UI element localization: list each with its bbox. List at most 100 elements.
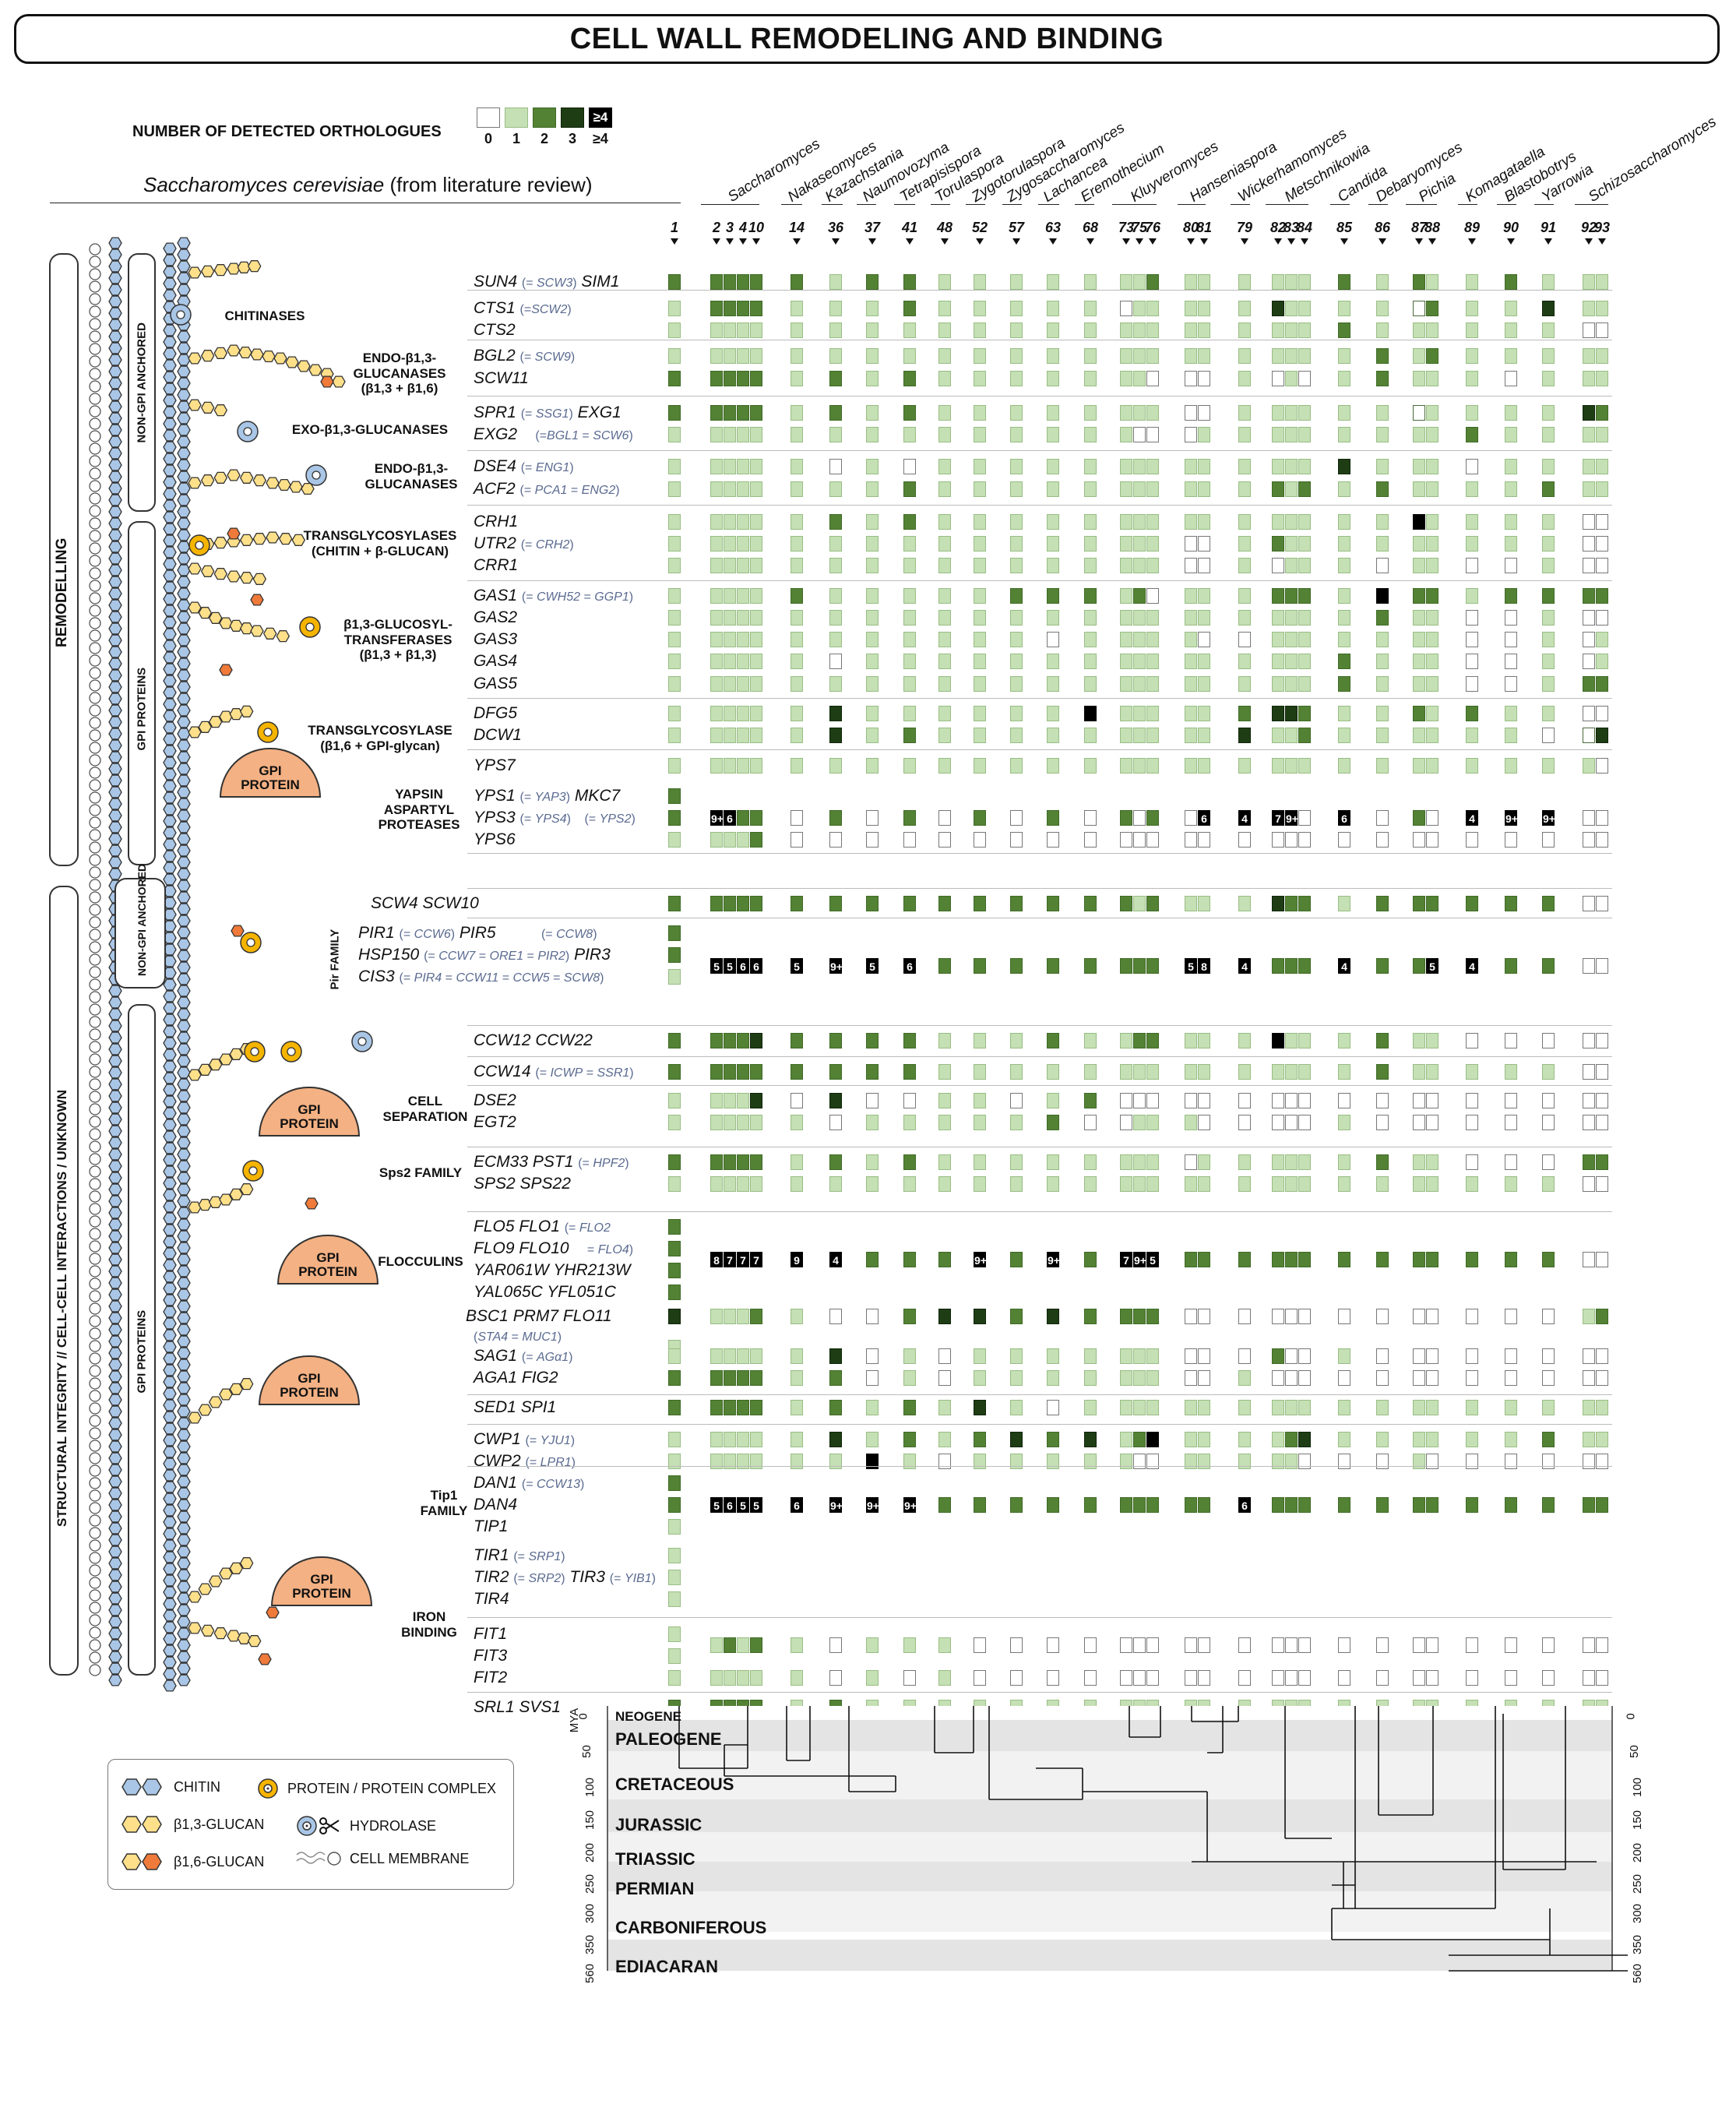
ortholog-cell bbox=[1047, 322, 1059, 338]
ortholog-cell bbox=[1285, 1370, 1298, 1386]
ortholog-cell bbox=[724, 1370, 736, 1386]
ortholog-cell bbox=[974, 728, 986, 743]
ortholog-cell bbox=[750, 588, 762, 604]
genus-rule bbox=[1458, 204, 1477, 205]
ortholog-cell bbox=[938, 758, 951, 774]
ortholog-cell bbox=[1198, 1400, 1210, 1415]
ortholog-cell bbox=[1338, 274, 1350, 290]
ortholog-cell bbox=[1047, 832, 1059, 848]
ortholog-cell bbox=[1298, 274, 1311, 290]
genus-rule bbox=[822, 204, 843, 205]
ortholog-cell bbox=[668, 558, 681, 573]
ortholog-cell bbox=[1133, 1093, 1146, 1108]
ortholog-cell bbox=[1047, 1637, 1059, 1653]
ortholog-cell bbox=[1466, 427, 1478, 442]
ortholog-cell bbox=[1466, 832, 1478, 848]
ortholog-cell bbox=[1133, 348, 1146, 364]
ortholog-cell bbox=[1185, 676, 1197, 692]
ortholog-cell bbox=[1047, 1309, 1059, 1324]
ortholog-cell bbox=[1285, 1176, 1298, 1192]
sugar-unit bbox=[198, 721, 213, 733]
ortholog-cell bbox=[1198, 676, 1210, 692]
sugar-unit bbox=[163, 453, 177, 465]
ortholog-cell bbox=[750, 405, 762, 421]
ortholog-cell bbox=[1146, 536, 1159, 552]
sugar-unit bbox=[177, 1265, 191, 1278]
sugar-unit bbox=[163, 1481, 177, 1493]
sugar-unit bbox=[177, 693, 191, 705]
ortholog-cell bbox=[1583, 728, 1595, 743]
function-label: FLOCCULINS bbox=[378, 1254, 463, 1269]
ortholog-cell bbox=[1426, 654, 1438, 669]
ortholog-cell bbox=[737, 558, 749, 573]
ortholog-cell bbox=[938, 588, 951, 604]
ortholog-cell bbox=[1146, 348, 1159, 364]
ortholog-cell bbox=[903, 1454, 916, 1469]
ortholog-cell bbox=[974, 632, 986, 647]
ortholog-cell bbox=[829, 758, 842, 774]
ortholog-cell bbox=[1298, 1115, 1311, 1130]
ortholog-cell bbox=[1338, 610, 1350, 626]
species-number: 41 bbox=[901, 220, 918, 235]
ortholog-cell bbox=[1583, 481, 1595, 497]
ortholog-cell bbox=[791, 632, 803, 647]
ortholog-cell bbox=[1338, 1093, 1350, 1108]
ortholog-cell bbox=[1010, 405, 1023, 421]
ortholog-cell bbox=[1505, 1115, 1517, 1130]
sugar-unit bbox=[108, 1031, 122, 1044]
ortholog-cell bbox=[1133, 1432, 1146, 1447]
sugar-unit bbox=[200, 265, 215, 277]
ortholog-cell bbox=[1084, 405, 1097, 421]
ortholog-cell bbox=[710, 610, 723, 626]
gene-label: GAS5 bbox=[474, 675, 518, 693]
ortholog-cell bbox=[903, 1093, 916, 1108]
ortholog-cell bbox=[1596, 1497, 1608, 1513]
ortholog-cell bbox=[866, 1432, 879, 1447]
sugar-unit bbox=[163, 1165, 177, 1178]
sugar-unit bbox=[227, 344, 241, 357]
species-marker bbox=[713, 238, 720, 245]
ortholog-cell bbox=[1583, 427, 1595, 442]
ortholog-cell bbox=[829, 558, 842, 573]
ortholog-cell bbox=[1146, 1454, 1159, 1469]
sugar-unit bbox=[163, 651, 177, 664]
ortholog-cell bbox=[1285, 558, 1298, 573]
ortholog-cell bbox=[1120, 1176, 1132, 1192]
ortholog-cell bbox=[710, 588, 723, 604]
ortholog-count: 6 bbox=[903, 958, 916, 974]
sugar-unit bbox=[108, 1300, 122, 1313]
ortholog-cell bbox=[938, 1064, 951, 1080]
sugar-unit bbox=[163, 663, 177, 675]
sugar-unit bbox=[198, 1063, 213, 1076]
sugar-unit bbox=[108, 1405, 122, 1418]
group-rule bbox=[467, 290, 1612, 291]
sugar-unit bbox=[266, 531, 280, 544]
ortholog-cell bbox=[737, 1176, 749, 1192]
ortholog-cell bbox=[710, 274, 723, 290]
sugar-unit bbox=[163, 1107, 177, 1119]
lipid-head bbox=[89, 953, 101, 966]
ortholog-cell bbox=[750, 1637, 762, 1653]
ortholog-cell bbox=[829, 1637, 842, 1653]
sugar-unit bbox=[108, 809, 122, 822]
ortholog-cell bbox=[1298, 1400, 1311, 1415]
ortholog-cell bbox=[1413, 1064, 1425, 1080]
sugar-unit bbox=[108, 1253, 122, 1266]
ortholog-cell bbox=[1376, 481, 1389, 497]
sugar-unit bbox=[108, 1323, 122, 1336]
gene-label: DFG5 bbox=[474, 704, 518, 722]
ortholog-cell bbox=[1185, 1176, 1197, 1192]
ortholog-cell bbox=[1542, 558, 1555, 573]
ortholog-cell bbox=[1298, 1670, 1311, 1686]
sugar-unit bbox=[108, 272, 122, 284]
gene-label: SCW4 SCW10 bbox=[371, 894, 479, 912]
sugar-unit bbox=[108, 1452, 122, 1464]
ortholog-cell bbox=[1338, 371, 1350, 386]
ortholog-cell bbox=[1120, 588, 1132, 604]
sugar-unit bbox=[177, 1207, 191, 1219]
lipid-head bbox=[89, 268, 101, 280]
lipid-head bbox=[89, 1402, 101, 1415]
ortholog-cell bbox=[1413, 676, 1425, 692]
ortholog-cell bbox=[1583, 1093, 1595, 1108]
group-rule bbox=[467, 1466, 1612, 1467]
